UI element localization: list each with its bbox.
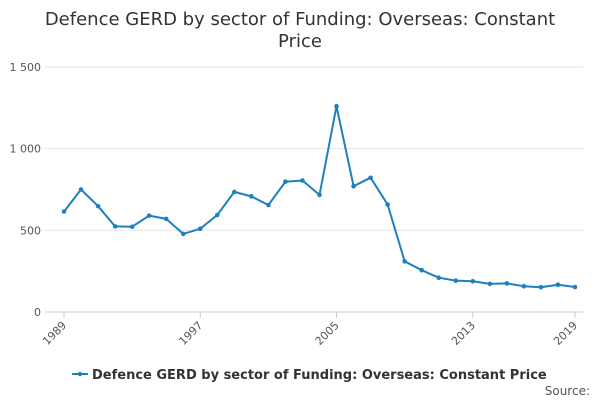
data-point[interactable] (419, 267, 425, 273)
data-point[interactable] (368, 175, 373, 181)
data-point[interactable] (232, 189, 237, 195)
data-point[interactable] (572, 284, 578, 290)
source-label: Source: (545, 384, 590, 398)
data-point[interactable] (385, 202, 390, 207)
data-point[interactable] (249, 194, 254, 199)
legend-label: Defence GERD by sector of Funding: Overs… (92, 368, 547, 383)
data-point[interactable] (351, 183, 356, 189)
data-point[interactable] (266, 202, 271, 208)
data-point[interactable] (470, 278, 476, 284)
data-point[interactable] (163, 216, 169, 222)
data-point[interactable] (215, 212, 220, 218)
chart-title-line-1: Defence GERD by sector of Funding: Overs… (45, 9, 555, 30)
data-point[interactable] (538, 284, 544, 290)
y-tick-label: 1 000 (10, 143, 42, 156)
data-point[interactable] (283, 179, 288, 184)
data-point[interactable] (334, 103, 339, 109)
chart-title-line-2: Price (278, 31, 322, 52)
data-point[interactable] (180, 231, 186, 237)
y-tick-label: 1 500 (10, 61, 42, 74)
data-point[interactable] (95, 203, 101, 209)
data-point[interactable] (112, 224, 118, 229)
x-tick-label: 2005 (313, 319, 342, 348)
data-point[interactable] (504, 281, 510, 286)
data-point[interactable] (555, 282, 561, 288)
x-tick-label: 1989 (40, 319, 69, 348)
y-axis-ticks: 0 500 1 000 1 500 (10, 61, 42, 319)
legend[interactable]: Defence GERD by sector of Funding: Overs… (72, 368, 547, 383)
data-point[interactable] (453, 278, 459, 283)
data-point[interactable] (402, 259, 407, 264)
data-point[interactable] (300, 178, 305, 183)
data-point[interactable] (436, 275, 442, 281)
data-point[interactable] (129, 224, 135, 230)
x-axis-ticks: 1989 1997 2005 2013 2019 (40, 312, 580, 348)
y-tick-label: 500 (20, 224, 41, 237)
grid-lines (45, 66, 583, 313)
x-tick-label: 1997 (176, 319, 205, 348)
data-point[interactable] (521, 283, 527, 289)
y-tick-label: 0 (34, 306, 41, 319)
x-tick-label: 2013 (449, 319, 478, 348)
data-point[interactable] (197, 226, 203, 231)
data-point[interactable] (317, 192, 322, 198)
data-point[interactable] (487, 281, 493, 287)
x-tick-label: 2019 (551, 319, 580, 348)
data-point[interactable] (146, 213, 152, 218)
legend-swatch-marker (77, 371, 83, 377)
data-point[interactable] (78, 187, 84, 192)
series-layer (61, 103, 578, 290)
data-point[interactable] (61, 209, 67, 214)
